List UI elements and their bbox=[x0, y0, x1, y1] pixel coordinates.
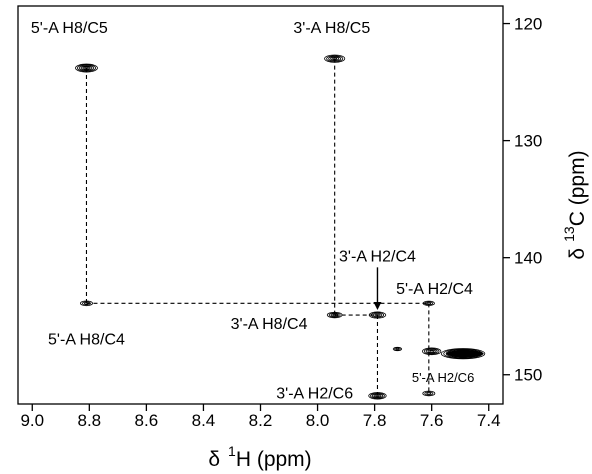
x-tick-label: 8.6 bbox=[135, 411, 159, 430]
y-axis-label: δ13C (ppm) bbox=[561, 150, 589, 259]
x-tick-label: 7.6 bbox=[420, 411, 444, 430]
y-tick-label: 140 bbox=[514, 249, 542, 268]
peak-label: 3'-A H8/C5 bbox=[293, 20, 370, 37]
x-tick-label: 7.4 bbox=[477, 411, 501, 430]
cross-peak bbox=[368, 392, 387, 400]
arrow-head bbox=[373, 302, 382, 311]
peak-label: 3'-A H2/C6 bbox=[276, 385, 353, 402]
x-axis-label: δ 1H (ppm) bbox=[208, 443, 311, 471]
x-tick-label: 8.8 bbox=[78, 411, 102, 430]
cross-peak bbox=[326, 311, 343, 319]
peak-pointer-arrow bbox=[373, 267, 382, 311]
cross-peak bbox=[75, 63, 98, 73]
x-axis-ticks: 9.0 8.8 8.6 8.4 8.2 8.0 7.8 7.6 7.4 bbox=[20, 404, 501, 430]
cross-peak bbox=[324, 54, 346, 63]
cross-peak bbox=[422, 347, 442, 356]
y-tick-label: 130 bbox=[514, 132, 542, 151]
peak-annotations: 5'-A H8/C5 3'-A H8/C5 5'-A H8/C4 3'-A H2/C4… bbox=[31, 20, 474, 402]
cross-peak bbox=[392, 346, 403, 352]
x-tick-label: 9.0 bbox=[20, 411, 44, 430]
cross-peak bbox=[80, 300, 93, 307]
cross-peak bbox=[440, 348, 486, 360]
dashed-correlation-lines bbox=[85, 58, 430, 396]
y-tick-label: 150 bbox=[514, 366, 542, 385]
cross-peak bbox=[422, 300, 435, 306]
peak-label: 5'-A H2/C6 bbox=[412, 370, 474, 385]
x-tick-label: 8.4 bbox=[192, 411, 216, 430]
peak-label: 5'-A H2/C4 bbox=[396, 281, 473, 298]
cross-peak bbox=[368, 311, 387, 319]
peak-label: 5'-A H8/C5 bbox=[31, 20, 108, 37]
x-tick-label: 7.8 bbox=[363, 411, 387, 430]
x-tick-label: 8.0 bbox=[306, 411, 330, 430]
x-tick-label: 8.2 bbox=[249, 411, 273, 430]
y-tick-label: 120 bbox=[514, 15, 542, 34]
cross-peak bbox=[422, 390, 436, 397]
peak-label: 3'-A H2/C4 bbox=[339, 248, 416, 265]
y-axis-ticks: 120 130 140 150 bbox=[503, 15, 542, 385]
peak-label: 3'-A H8/C4 bbox=[231, 316, 308, 333]
cross-peaks bbox=[75, 54, 486, 400]
peak-label: 5'-A H8/C4 bbox=[48, 331, 125, 348]
